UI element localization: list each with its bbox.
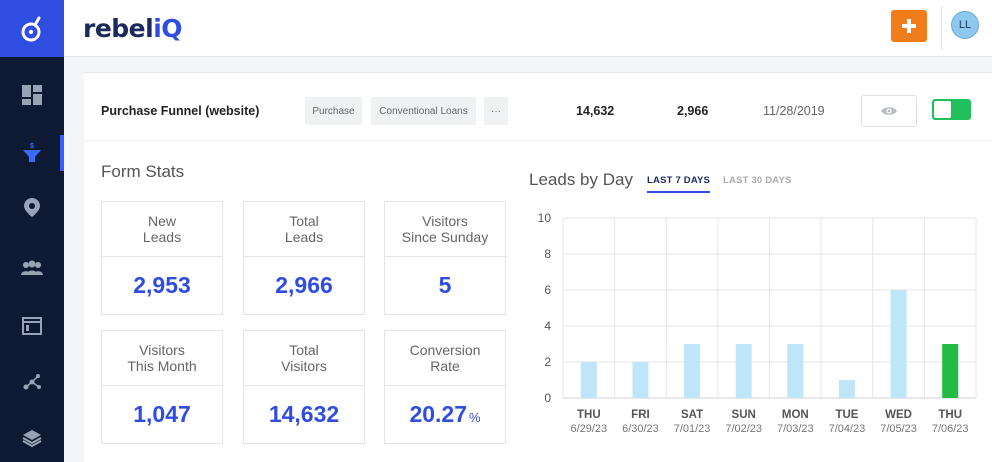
stat-label: New Leads (102, 202, 222, 257)
tag: Purchase (305, 97, 362, 125)
stat-label: Total Leads (244, 202, 364, 257)
toggle-knob (934, 101, 951, 118)
bar (580, 362, 597, 398)
x-tick-label: TUE (835, 409, 858, 421)
y-tick-label: 2 (544, 355, 551, 369)
x-tick-date: 7/04/23 (829, 423, 866, 435)
conversion-value: 20.27 (409, 401, 467, 427)
sidebar-item-pages[interactable] (0, 308, 64, 344)
x-tick-label: MON (782, 409, 809, 421)
x-tick-label: WED (885, 409, 912, 421)
plus-icon (902, 19, 916, 33)
tab-last-7-days[interactable]: LAST 7 DAYS (647, 175, 711, 193)
stat-value: 2,953 (133, 272, 191, 298)
dashboard-icon (22, 85, 42, 105)
stat-label: Visitors Since Sunday (385, 202, 505, 257)
network-icon (23, 374, 41, 390)
bar (787, 344, 804, 398)
bar (632, 362, 649, 398)
bar (838, 380, 855, 398)
x-tick-date: 7/05/23 (880, 423, 917, 435)
location-icon (24, 198, 40, 217)
stat-visitors-this-month: Visitors This Month 1,047 (101, 330, 223, 444)
sidebar-item-users[interactable] (0, 250, 64, 286)
sidebar-item-integrations[interactable] (0, 364, 64, 400)
funnel-icon: $ (23, 143, 41, 162)
funnel-visitors: 14,632 (576, 104, 615, 118)
bar (684, 344, 701, 398)
brand-name-suffix: iQ (153, 14, 183, 43)
logo-icon (21, 16, 41, 41)
svg-text:$: $ (30, 143, 34, 150)
avatar[interactable]: LL (951, 11, 979, 39)
x-tick-label: FRI (631, 409, 650, 421)
x-tick-label: THU (577, 409, 601, 421)
sidebar-item-locations[interactable] (0, 189, 64, 225)
funnel-name[interactable]: Purchase Funnel (website) (101, 104, 260, 118)
x-tick-date: 6/29/23 (570, 423, 607, 435)
x-tick-label: SUN (732, 409, 756, 421)
sidebar-item-funnels[interactable]: $ (0, 135, 64, 171)
funnel-row[interactable]: Purchase Funnel (website) Purchase Conve… (84, 73, 992, 141)
y-tick-label: 0 (544, 391, 551, 405)
y-tick-label: 6 (544, 283, 551, 297)
funnel-leads: 2,966 (677, 104, 709, 118)
stat-value: 5 (438, 272, 452, 298)
y-tick-label: 4 (544, 319, 551, 333)
app-logo[interactable] (0, 0, 64, 57)
stat-value: 14,632 (268, 401, 340, 427)
x-tick-label: THU (938, 409, 962, 421)
x-tick-date: 7/02/23 (725, 423, 762, 435)
sidebar-item-dashboard[interactable] (0, 77, 64, 113)
form-stats-title: Form Stats (101, 162, 185, 181)
y-tick-label: 10 (538, 211, 552, 225)
leads-chart: 0 2 4 6 8 10 THU 6/29/23 FRI 6/30/23 SAT 7/01/23 SUN… (538, 211, 977, 435)
stat-label: Conversion Rate (385, 331, 505, 386)
top-bar: rebeliQ LL (64, 0, 992, 57)
bar (942, 344, 959, 398)
funnel-date: 11/28/2019 (763, 104, 825, 118)
tag: Conventional Loans (371, 97, 476, 125)
layers-icon (22, 430, 42, 448)
stat-total-visitors: Total Visitors 14,632 (243, 330, 365, 444)
x-tick-date: 7/03/23 (777, 423, 814, 435)
tab-last-30-days[interactable]: LAST 30 DAYS (723, 175, 792, 186)
x-tick-label: SAT (681, 409, 703, 421)
add-button[interactable] (891, 10, 927, 42)
eye-icon (881, 107, 897, 115)
funnel-panel: Purchase Funnel (website) Purchase Conve… (84, 72, 992, 462)
bar (735, 344, 752, 398)
stat-label: Visitors This Month (102, 331, 222, 386)
y-tick-label: 8 (544, 247, 551, 261)
percent-unit: % (469, 410, 481, 425)
stat-value: 20.27% (385, 386, 505, 443)
sidebar-item-layers[interactable] (0, 420, 64, 456)
users-icon (21, 260, 43, 275)
preview-button[interactable] (861, 95, 917, 127)
stat-value: 1,047 (133, 401, 191, 427)
leads-by-day-title: Leads by Day (529, 170, 633, 189)
brand-logo[interactable]: rebeliQ (83, 14, 183, 43)
active-toggle[interactable] (932, 99, 971, 120)
x-tick-date: 7/01/23 (674, 423, 711, 435)
x-tick-date: 7/06/23 (932, 423, 969, 435)
stat-label: Total Visitors (244, 331, 364, 386)
x-tick-date: 6/30/23 (622, 423, 659, 435)
browser-window-icon (22, 317, 42, 335)
brand-name: rebel (83, 14, 154, 43)
stat-new-leads: New Leads 2,953 (101, 201, 223, 315)
stat-value: 2,966 (275, 272, 333, 298)
stat-total-leads: Total Leads 2,966 (243, 201, 365, 315)
divider (941, 6, 942, 50)
stat-visitors-since-sunday: Visitors Since Sunday 5 (384, 201, 506, 315)
stat-conversion-rate: Conversion Rate 20.27% (384, 330, 506, 444)
more-tags[interactable]: ··· (484, 97, 508, 125)
bar (890, 290, 907, 398)
sidebar: $ (0, 0, 64, 462)
